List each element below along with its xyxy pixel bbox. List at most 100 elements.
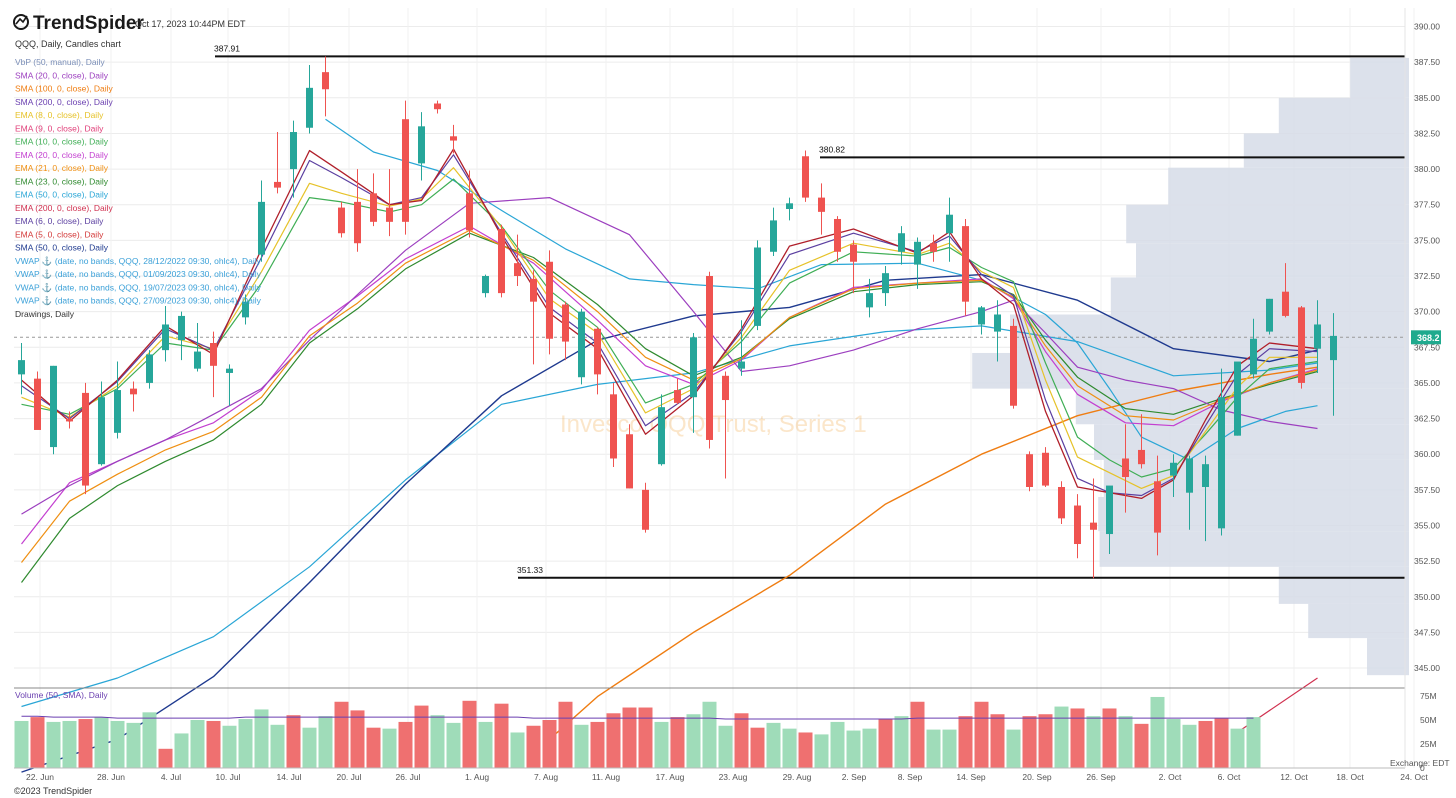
volume-bar bbox=[430, 715, 445, 768]
vbp-bar bbox=[1110, 277, 1409, 315]
candle-body bbox=[1026, 454, 1033, 487]
candle-body bbox=[1234, 361, 1241, 436]
volume-bar bbox=[894, 716, 909, 768]
candle-body bbox=[1250, 338, 1257, 375]
legend-item: Drawings, Daily bbox=[15, 309, 75, 319]
candle-body bbox=[402, 119, 409, 222]
candle bbox=[1250, 318, 1257, 379]
candle-body bbox=[1042, 452, 1049, 486]
volume-bar bbox=[494, 703, 509, 768]
legend-item: VWAP ⚓ (date, no bands, QQQ, 27/09/2023 … bbox=[15, 296, 262, 306]
candles[interactable] bbox=[18, 56, 1337, 579]
candle bbox=[1074, 494, 1081, 559]
volume-bar bbox=[782, 728, 797, 768]
volume-bar bbox=[126, 722, 141, 768]
candle-body bbox=[1106, 485, 1113, 535]
volume-bar bbox=[574, 724, 589, 768]
candle-body bbox=[418, 126, 425, 164]
candle-body bbox=[210, 343, 217, 366]
legend-item: VWAP ⚓ (date, no bands, QQQ, 19/07/2023 … bbox=[15, 282, 262, 292]
volume-bar bbox=[1214, 718, 1229, 768]
candle-body bbox=[642, 489, 649, 530]
candle bbox=[1298, 305, 1305, 389]
candle-body bbox=[962, 226, 969, 302]
date-tick-label: 23. Aug bbox=[719, 772, 748, 782]
price-tick-label: 345.00 bbox=[1414, 663, 1440, 673]
candle bbox=[1090, 478, 1097, 579]
candle-body bbox=[146, 354, 153, 383]
candle-body bbox=[34, 378, 41, 430]
candle-body bbox=[354, 201, 361, 244]
date-tick-label: 26. Jul bbox=[395, 772, 420, 782]
candle bbox=[258, 180, 265, 262]
candle-body bbox=[514, 263, 521, 277]
volume-bar bbox=[990, 714, 1005, 768]
vbp-bar bbox=[1278, 97, 1409, 134]
vbp-bar bbox=[1308, 603, 1409, 639]
candle bbox=[706, 271, 713, 449]
chart-datetime: Oct 17, 2023 10:44PM EDT bbox=[135, 19, 246, 29]
volume-tick-label: 75M bbox=[1420, 691, 1437, 701]
legend-item: EMA (8, 0, close), Daily bbox=[15, 110, 104, 120]
candle bbox=[642, 482, 649, 533]
price-tick-label: 360.00 bbox=[1414, 449, 1440, 459]
date-tick-label: 6. Oct bbox=[1218, 772, 1241, 782]
volume-bar bbox=[798, 732, 813, 768]
volume-bar bbox=[1038, 714, 1053, 768]
candle-body bbox=[18, 360, 25, 375]
candle-body bbox=[274, 181, 281, 188]
candle bbox=[898, 226, 905, 265]
brand-name: TrendSpider bbox=[33, 13, 144, 34]
volume-bar bbox=[862, 728, 877, 768]
candle bbox=[882, 266, 889, 306]
candle bbox=[786, 197, 793, 221]
volume-bar bbox=[1198, 720, 1213, 768]
candle-body bbox=[482, 276, 489, 294]
volume-bar bbox=[542, 720, 557, 768]
trendspider-logo-icon bbox=[13, 14, 29, 30]
candle bbox=[738, 320, 745, 376]
candle-body bbox=[290, 132, 297, 170]
price-tick-label: 367.50 bbox=[1414, 342, 1440, 352]
candle bbox=[66, 411, 73, 429]
horizontal-levels[interactable]: 387.91 380.82 351.33 368.2 bbox=[14, 43, 1441, 579]
volume-bar bbox=[1182, 724, 1197, 768]
volume-bar bbox=[1118, 716, 1133, 768]
volume-bar bbox=[94, 717, 109, 768]
date-tick-label: 8. Sep bbox=[898, 772, 923, 782]
candle bbox=[850, 240, 857, 294]
volume-bar bbox=[1134, 723, 1149, 768]
volume-bar bbox=[14, 720, 29, 768]
candle bbox=[210, 331, 217, 398]
date-tick-label: 18. Oct bbox=[1336, 772, 1364, 782]
axes: 390.00 387.50 385.00 382.50 380.00 377.50 375.… bbox=[14, 8, 1440, 782]
volume-bar bbox=[78, 719, 93, 768]
candle bbox=[146, 350, 153, 389]
candle-body bbox=[818, 197, 825, 212]
candle-body bbox=[162, 324, 169, 351]
candle bbox=[578, 308, 585, 385]
indicator-legend[interactable]: VbP (50, manual), Daily SMA (20, 0, close… bbox=[15, 57, 262, 319]
candle bbox=[242, 294, 249, 325]
candle-body bbox=[754, 247, 761, 326]
candle bbox=[866, 278, 873, 318]
volume-bar bbox=[46, 721, 61, 768]
candle bbox=[226, 364, 233, 406]
price-tick-label: 362.50 bbox=[1414, 414, 1440, 424]
volume-bar bbox=[718, 725, 733, 768]
candle bbox=[306, 65, 313, 134]
candle-body bbox=[978, 307, 985, 325]
last-price-tag bbox=[1411, 330, 1441, 345]
date-tick-label: 29. Aug bbox=[783, 772, 812, 782]
volume-bar bbox=[734, 713, 749, 768]
candle bbox=[674, 378, 681, 405]
volume-bar bbox=[238, 719, 253, 768]
candle bbox=[658, 394, 665, 466]
volume-legend: Volume (50, SMA), Daily bbox=[15, 690, 108, 700]
volume-bar bbox=[702, 701, 717, 768]
volume-bar bbox=[1150, 696, 1165, 768]
volume-bar bbox=[814, 734, 829, 768]
volume-bar bbox=[30, 717, 45, 768]
price-tick-label: 390.00 bbox=[1414, 22, 1440, 32]
volume-bar bbox=[270, 724, 285, 768]
